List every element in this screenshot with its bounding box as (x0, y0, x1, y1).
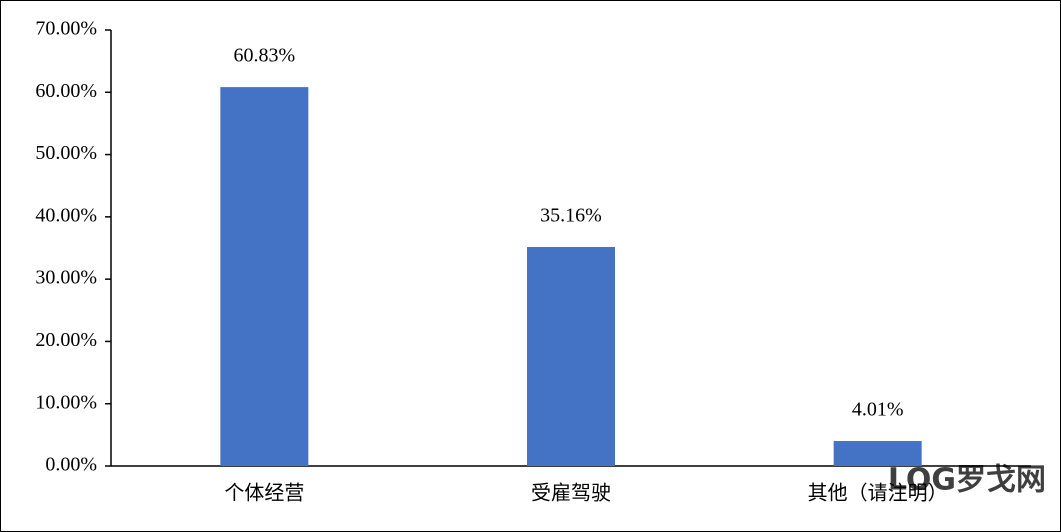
watermark: LOG罗戈网 (888, 463, 1046, 498)
x-tick-label: 受雇驾驶 (531, 482, 611, 505)
y-tick-label: 70.00% (35, 18, 97, 40)
y-tick-label: 50.00% (35, 142, 97, 164)
y-tick-label: 10.00% (35, 391, 97, 413)
bar (220, 87, 309, 466)
bar (527, 247, 615, 466)
x-tick-label: 个体经营 (224, 482, 304, 505)
y-tick-label: 20.00% (35, 329, 97, 351)
data-label: 35.16% (540, 205, 602, 227)
y-tick-label: 0.00% (45, 454, 97, 476)
y-tick-label: 60.00% (35, 80, 97, 102)
data-label: 60.83% (233, 45, 295, 67)
bar (833, 441, 922, 466)
y-tick-label: 40.00% (35, 204, 97, 226)
data-label: 4.01% (852, 399, 904, 421)
y-tick-label: 30.00% (35, 267, 97, 289)
x-tick-label: 其他（请注明） (808, 482, 948, 505)
